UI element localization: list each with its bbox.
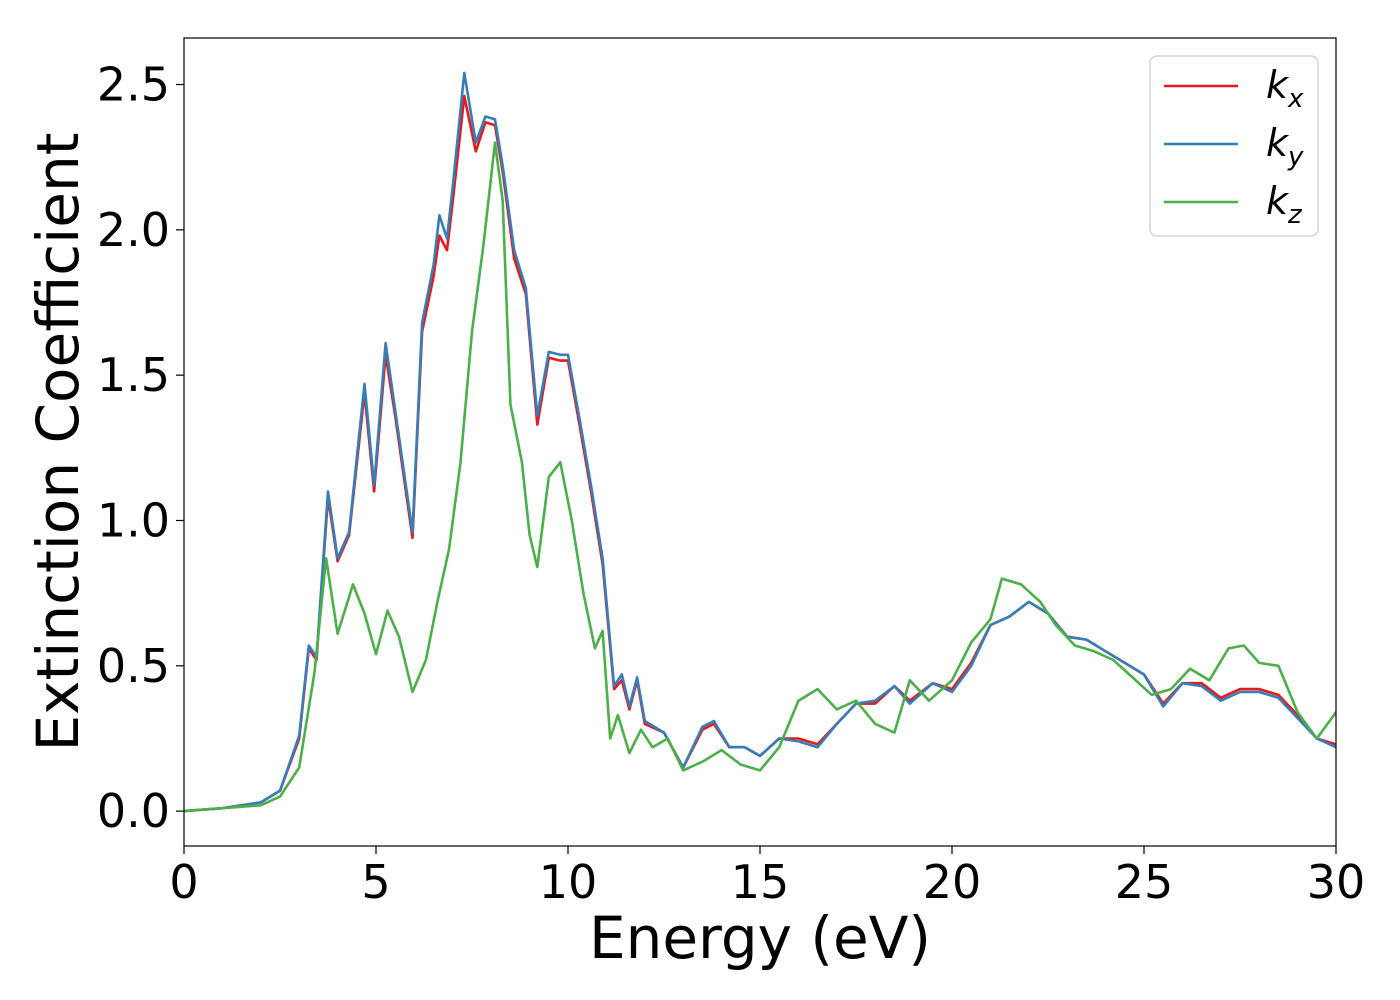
y-tick-label: 2.5 <box>97 58 170 112</box>
x-axis-ticks: 0 5 10 15 20 25 30 <box>169 846 1365 909</box>
x-tick-label: 15 <box>731 855 790 909</box>
legend-box <box>1149 55 1319 237</box>
y-axis-ticks: 0.0 0.5 1.0 1.5 2.0 2.5 <box>97 58 184 838</box>
y-tick-label: 2.0 <box>97 203 170 257</box>
series-line-z <box>184 141 1336 813</box>
x-axis-label: Energy (eV) <box>589 904 931 972</box>
y-tick-label: 1.5 <box>97 348 170 402</box>
series-line-y <box>184 71 1336 813</box>
x-tick-label: 10 <box>539 855 598 909</box>
legend-label-x: kx <box>1266 63 1304 114</box>
y-axis-label: Extinction Coefficient <box>24 133 92 752</box>
x-tick-label: 5 <box>361 855 390 909</box>
x-tick-label: 0 <box>169 855 198 909</box>
x-tick-label: 25 <box>1115 855 1174 909</box>
legend: kx ky kz <box>1149 55 1319 237</box>
y-tick-label: 0.0 <box>97 784 170 838</box>
x-tick-label: 30 <box>1307 855 1366 909</box>
x-tick-label: 20 <box>923 855 982 909</box>
y-tick-label: 0.5 <box>97 639 170 693</box>
y-tick-label: 1.0 <box>97 493 170 547</box>
legend-label-z: kz <box>1266 179 1303 230</box>
series-lines <box>184 71 1336 813</box>
legend-label-y: ky <box>1266 121 1304 172</box>
